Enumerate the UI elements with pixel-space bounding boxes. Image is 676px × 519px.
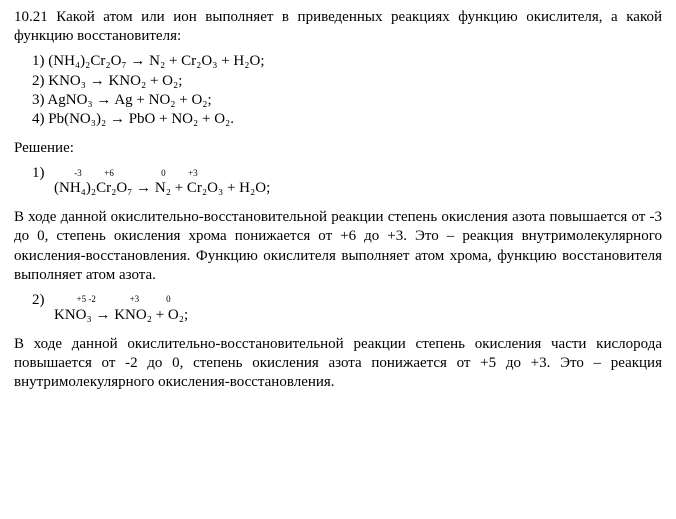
oxidation-marks: -3 +6 0 +3 (54, 168, 662, 180)
item-number: 1) (32, 164, 54, 183)
list-item: 2) KNO₃ → KNO₂ + O₂; (14, 72, 662, 91)
equation-list: 1) (NH₄)₂Cr₂O₇ → N₂ + Cr₂O₃ + H₂O; 2) KN… (14, 52, 662, 129)
solution-item-1: 1) -3 +6 0 +3 (NH₄)₂Cr₂O₇ → N₂ + Cr₂O₃ +… (14, 164, 662, 198)
page: 10.21 Какой атом или ион выполняет в при… (0, 0, 676, 392)
reaction-formula: KNO₃ → KNO₂ + O₂; (54, 306, 662, 325)
list-item: 4) Pb(NO₃)₂ → PbO + NO₂ + O₂. (14, 110, 662, 129)
solution-text-1: В ходе данной окислительно-восстановител… (14, 208, 662, 285)
solution-item-2: 2) +5 -2 +3 0 KNO₃ → KNO₂ + O₂; (14, 291, 662, 325)
problem-title: 10.21 Какой атом или ион выполняет в при… (14, 8, 662, 46)
solution-heading: Решение: (14, 139, 662, 158)
solution-text-2: В ходе данной окислительно-восстановител… (14, 335, 662, 393)
list-item: 3) AgNO₃ → Ag + NO₂ + O₂; (14, 91, 662, 110)
item-number: 2) (32, 291, 54, 310)
list-item: 1) (NH₄)₂Cr₂O₇ → N₂ + Cr₂O₃ + H₂O; (14, 52, 662, 71)
reaction-formula: (NH₄)₂Cr₂O₇ → N₂ + Cr₂O₃ + H₂O; (54, 179, 662, 198)
oxidation-marks: +5 -2 +3 0 (54, 294, 662, 306)
